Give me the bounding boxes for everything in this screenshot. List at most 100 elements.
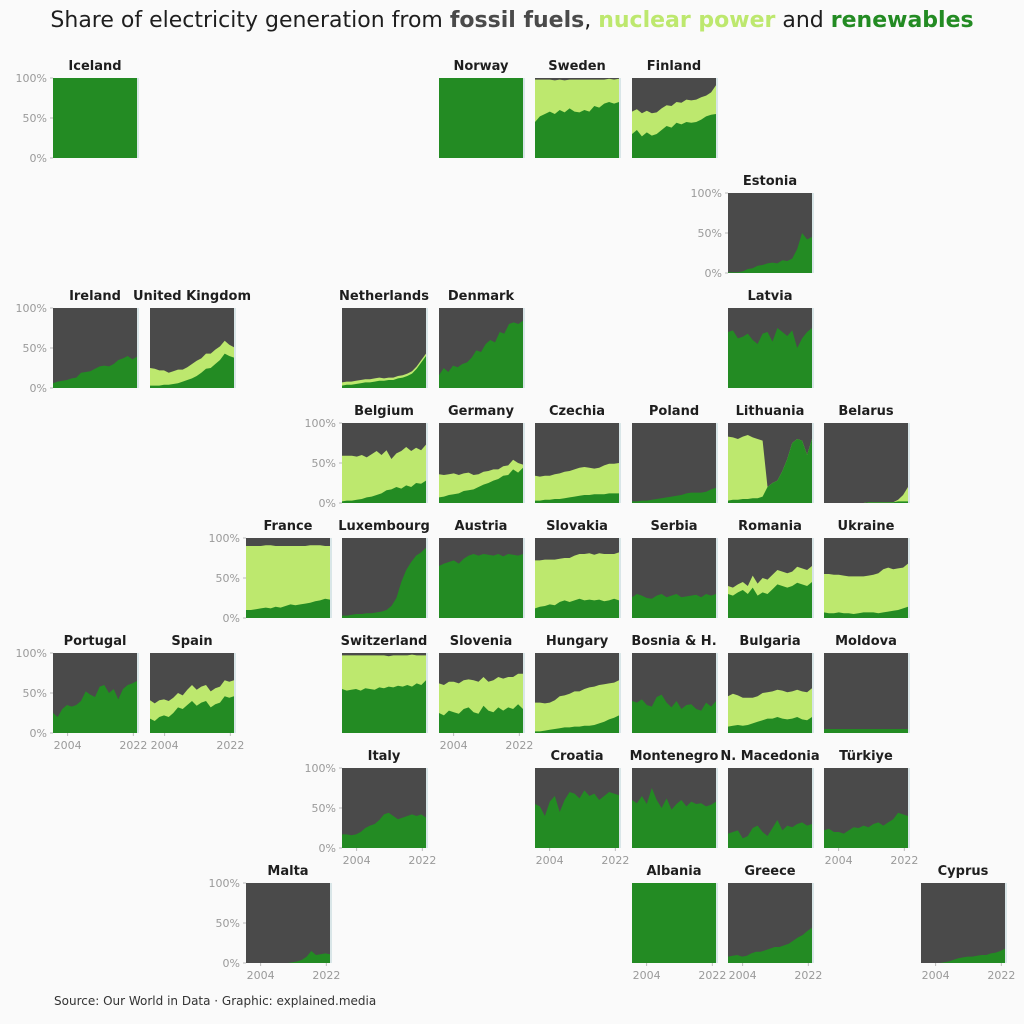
panel-poland: Poland [632, 404, 718, 503]
renewables-area [246, 951, 330, 963]
renewables-area [439, 78, 523, 158]
title-renewables: renewables [830, 8, 974, 33]
country-title: United Kingdom [133, 289, 251, 304]
y-tick-label: 100% [691, 187, 722, 200]
panel-slovakia: Slovakia [535, 519, 621, 618]
y-tick-label: 100% [16, 647, 47, 660]
country-title: Switzerland [341, 634, 428, 649]
panel-t-rkiye: Türkiye 2004 2022 [824, 749, 918, 867]
title-and: and [775, 8, 831, 33]
renewables-area [728, 717, 812, 733]
renewables-area [342, 356, 426, 388]
renewables-area [921, 948, 1005, 963]
panel-iceland: Iceland 100% 50% 0% [16, 59, 139, 165]
country-title: Austria [455, 519, 508, 534]
renewables-area [824, 812, 908, 848]
renewables-area [632, 487, 716, 503]
country-title: Türkiye [839, 749, 893, 764]
renewables-area [535, 102, 619, 158]
x-tick-label: 2022 [601, 854, 629, 867]
panel-netherlands: Netherlands [339, 289, 429, 388]
country-title: Moldova [835, 634, 897, 649]
x-tick-label: 2004 [440, 739, 468, 752]
nuclear-area [535, 463, 619, 503]
country-title: Luxembourg [338, 519, 430, 534]
panel-germany: Germany [439, 404, 525, 503]
renewables-area [535, 598, 619, 618]
panel-czechia: Czechia [535, 404, 621, 503]
country-title: Bulgaria [739, 634, 800, 649]
panel-finland: Finland [632, 59, 718, 158]
x-tick-label: 2022 [505, 739, 533, 752]
x-tick-label: 2022 [698, 969, 726, 982]
country-title: Norway [453, 59, 509, 74]
renewables-area [439, 320, 523, 388]
y-tick-label: 100% [209, 877, 240, 890]
y-tick-label: 0% [223, 957, 240, 970]
x-tick-label: 2004 [343, 854, 371, 867]
nuclear-area [824, 563, 908, 618]
country-title: Latvia [748, 289, 793, 304]
y-tick-label: 100% [16, 302, 47, 315]
title-prefix: Share of electricity generation from [50, 8, 450, 33]
fossil-area [824, 423, 908, 503]
country-title: Finland [647, 59, 701, 74]
fossil-area [824, 653, 908, 733]
country-title: Italy [368, 749, 401, 764]
renewables-area [53, 681, 137, 733]
x-tick-label: 2022 [987, 969, 1015, 982]
country-title: Slovenia [450, 634, 513, 649]
panel-portugal: Portugal 100% 50% 0% 2004 2022 [16, 634, 148, 752]
country-title: Romania [738, 519, 802, 534]
x-tick-label: 2022 [794, 969, 822, 982]
y-tick-label: 50% [312, 457, 336, 470]
country-title: Belgium [354, 404, 414, 419]
y-tick-label: 50% [698, 227, 722, 240]
renewables-area [342, 480, 426, 503]
country-title: Sweden [548, 59, 606, 74]
panel-estonia: Estonia 100% 50% 0% [691, 174, 814, 280]
renewables-area [342, 812, 426, 848]
renewables-area [439, 704, 523, 733]
panel-switzerland: Switzerland [341, 634, 428, 733]
country-title: Ireland [69, 289, 121, 304]
panel-austria: Austria [439, 519, 525, 618]
renewables-area [632, 788, 716, 848]
country-title: Hungary [546, 634, 609, 649]
fossil-area [632, 423, 716, 503]
country-title: Spain [171, 634, 212, 649]
panel-united-kingdom: United Kingdom [133, 289, 251, 388]
x-tick-label: 2004 [536, 854, 564, 867]
panel-montenegro: Montenegro [630, 749, 719, 848]
renewables-area [150, 696, 234, 733]
fossil-area [921, 883, 1005, 963]
y-tick-label: 100% [305, 417, 336, 430]
renewables-area [246, 598, 330, 618]
x-tick-label: 2004 [247, 969, 275, 982]
panel-latvia: Latvia [728, 289, 814, 388]
renewables-area [728, 439, 812, 503]
x-tick-label: 2004 [825, 854, 853, 867]
country-title: Albania [646, 864, 701, 879]
x-tick-label: 2022 [119, 739, 147, 752]
y-tick-label: 100% [305, 762, 336, 775]
panel-italy: Italy 100% 50% 0% 2004 2022 [305, 749, 437, 867]
country-title: Germany [448, 404, 514, 419]
nuclear-area [246, 545, 330, 618]
y-tick-label: 0% [223, 612, 240, 625]
y-tick-label: 50% [216, 572, 240, 585]
renewables-area [535, 493, 619, 503]
renewables-area [632, 883, 716, 963]
panel-denmark: Denmark [439, 289, 525, 388]
x-tick-label: 2022 [408, 854, 436, 867]
renewables-area [632, 594, 716, 618]
title-nuclear: nuclear power [598, 8, 776, 33]
renewables-area [535, 790, 619, 848]
country-title: Malta [267, 864, 308, 879]
panel-france: France 100% 50% 0% [209, 519, 332, 625]
title-fossil: fossil fuels [449, 8, 585, 33]
country-title: Serbia [650, 519, 697, 534]
renewables-area [342, 680, 426, 733]
renewables-area [342, 547, 426, 618]
